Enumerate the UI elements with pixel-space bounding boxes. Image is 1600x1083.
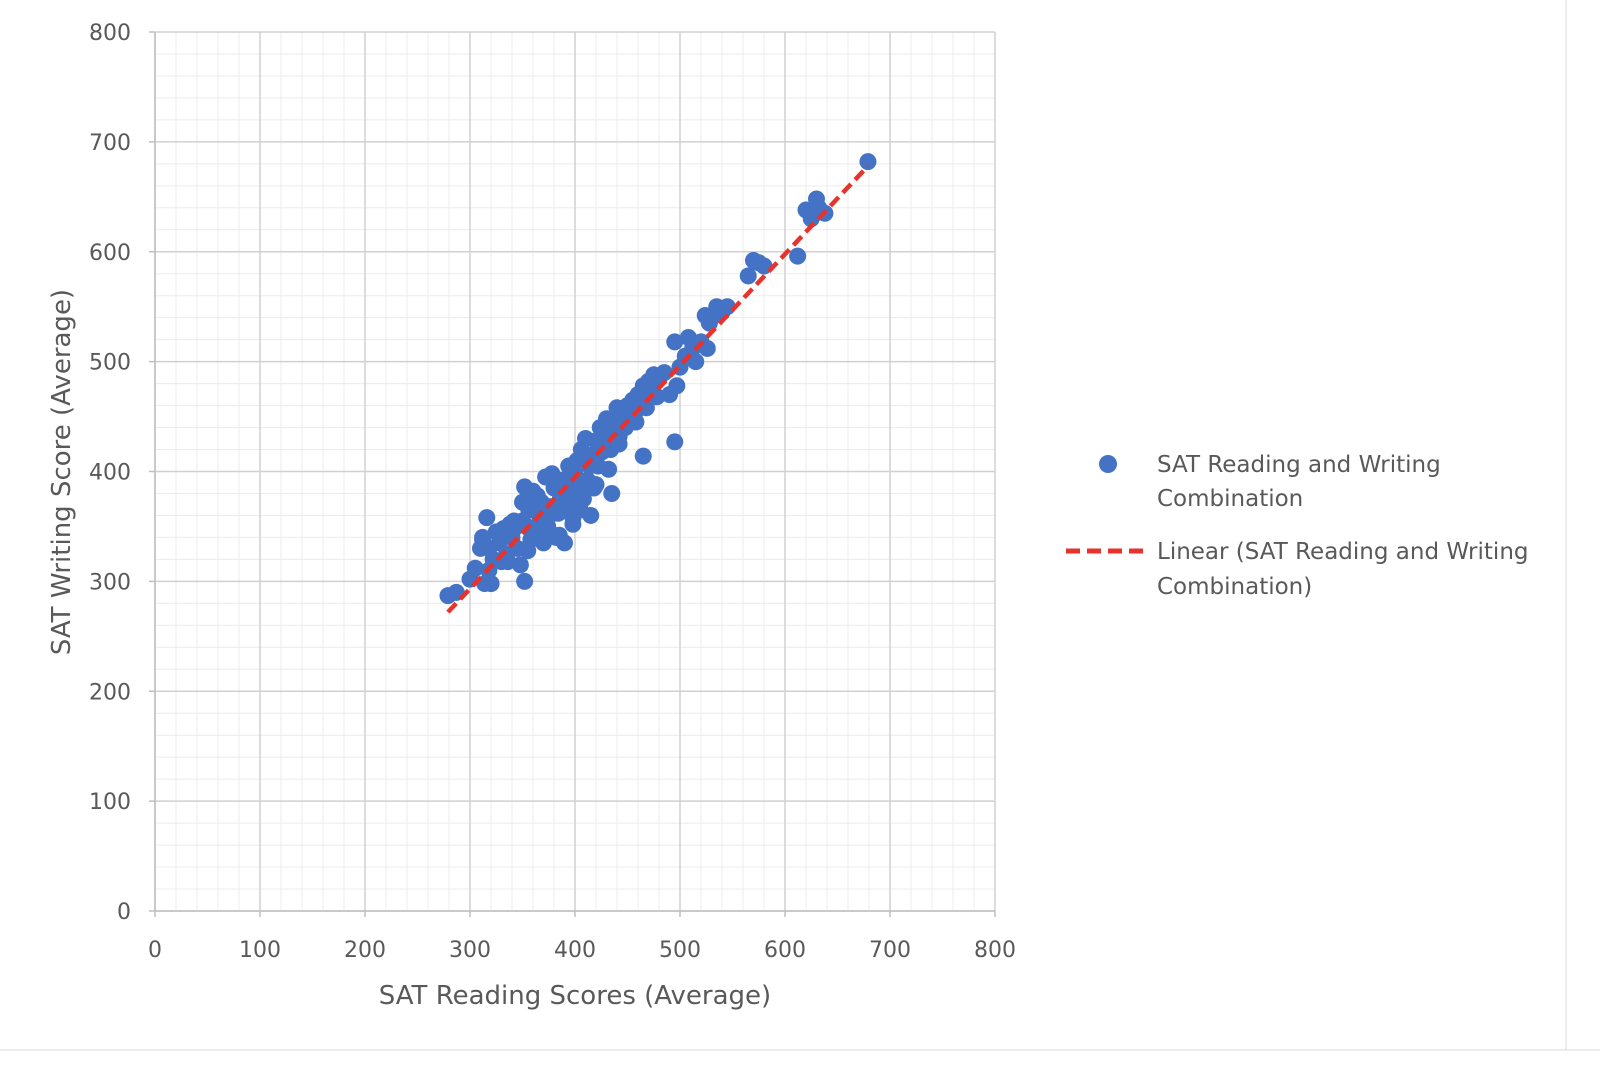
data-point xyxy=(466,559,484,577)
data-point xyxy=(545,504,563,522)
y-tick-label: 200 xyxy=(89,680,131,705)
axes xyxy=(149,31,996,917)
legend-label-scatter-line1: SAT Reading and Writing xyxy=(1157,452,1441,478)
data-point xyxy=(480,539,498,557)
data-point xyxy=(526,520,544,538)
data-point xyxy=(655,364,673,382)
data-point xyxy=(687,353,705,371)
data-point xyxy=(478,509,496,527)
data-point xyxy=(634,447,652,465)
x-tick-label: 800 xyxy=(974,938,1016,963)
data-point xyxy=(600,460,618,478)
legend-label-scatter-line2: Combination xyxy=(1157,486,1303,512)
x-tick-label: 200 xyxy=(344,938,386,963)
data-point xyxy=(637,399,655,417)
data-point xyxy=(482,575,500,593)
data-point xyxy=(859,153,877,171)
data-point xyxy=(574,490,592,508)
data-point xyxy=(627,413,645,431)
trendline xyxy=(446,164,870,614)
legend-label-trendline-line1: Linear (SAT Reading and Writing xyxy=(1157,539,1529,565)
trendline-group xyxy=(446,164,870,614)
data-point xyxy=(789,247,807,265)
y-tick-label: 0 xyxy=(117,900,131,925)
data-point xyxy=(564,515,582,533)
x-tick-label: 0 xyxy=(148,938,162,963)
data-point xyxy=(648,388,666,406)
data-point xyxy=(582,506,600,524)
data-point xyxy=(550,526,568,544)
data-point xyxy=(516,572,534,590)
data-point xyxy=(587,476,605,494)
y-tick-label: 500 xyxy=(89,351,131,376)
y-tick-label: 700 xyxy=(89,131,131,156)
data-point xyxy=(505,520,523,538)
data-point xyxy=(666,333,684,351)
x-tick-label: 100 xyxy=(239,938,281,963)
y-tick-label: 300 xyxy=(89,570,131,595)
data-point xyxy=(739,267,757,285)
x-tick-label: 300 xyxy=(449,938,491,963)
x-tick-label: 700 xyxy=(869,938,911,963)
data-point xyxy=(598,430,615,448)
x-tick-label: 600 xyxy=(764,938,806,963)
data-point xyxy=(499,553,517,571)
data-point xyxy=(603,484,621,502)
tick-labels: 0 100 200 300 400 500 600 700 800 0 100 200 300 400 50… xyxy=(89,21,1016,963)
x-tick-label: 500 xyxy=(659,938,701,963)
x-axis-title: SAT Reading Scores (Average) xyxy=(379,981,771,1011)
data-point xyxy=(519,542,537,560)
y-tick-label: 800 xyxy=(89,21,131,46)
x-tick-label: 400 xyxy=(554,938,596,963)
y-tick-label: 600 xyxy=(89,241,131,266)
data-point xyxy=(666,433,684,451)
legend-marker-scatter xyxy=(1099,455,1117,473)
data-point xyxy=(668,377,686,395)
y-axis-title: SAT Writing Score (Average) xyxy=(47,289,77,655)
y-tick-label: 400 xyxy=(89,461,131,486)
legend: SAT Reading and Writing Combination Line… xyxy=(1066,452,1529,600)
data-points xyxy=(439,153,877,605)
data-point xyxy=(718,298,736,316)
y-tick-label: 100 xyxy=(89,790,131,815)
legend-label-trendline-line2: Combination) xyxy=(1157,574,1312,600)
